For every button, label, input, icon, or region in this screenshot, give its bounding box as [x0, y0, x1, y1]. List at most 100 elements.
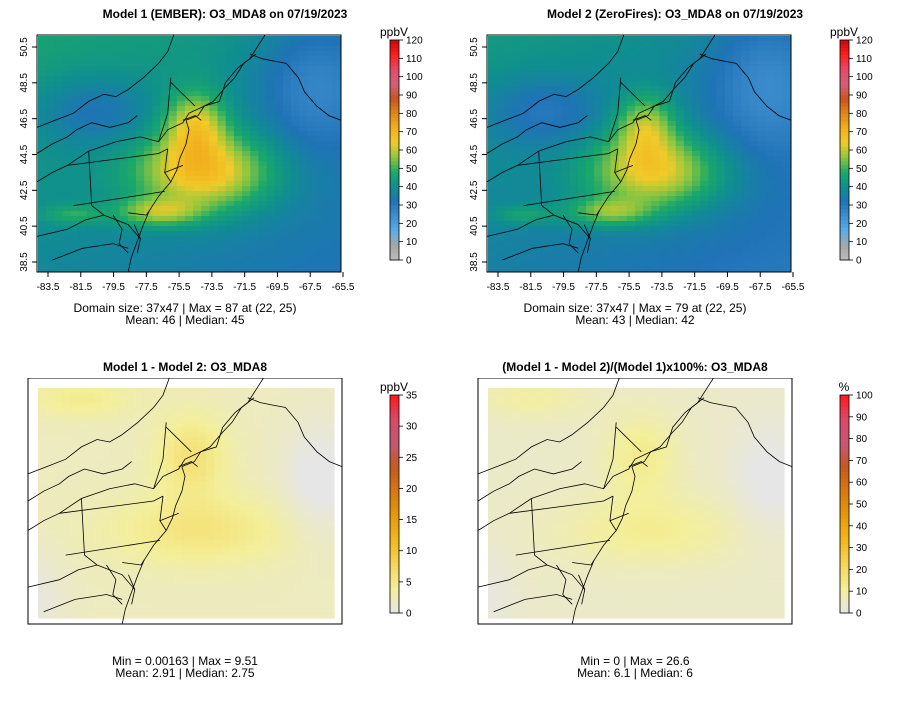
- grid-cell: [225, 146, 235, 152]
- grid-cell: [326, 456, 335, 462]
- grid-cell: [659, 116, 669, 122]
- grid-cell: [166, 388, 175, 394]
- grid-cell: [110, 485, 119, 492]
- map-svg: -83.5 -81.5 -79.5 -77.5 -75.5 -73.5 -71.5 -69.5…: [469, 25, 873, 293]
- grid-cell: [182, 515, 191, 521]
- grid-cell: [54, 427, 63, 433]
- grid-cell: [160, 141, 170, 147]
- grid-cell: [310, 539, 319, 546]
- grid-cell: [206, 539, 215, 546]
- grid-cell: [54, 231, 64, 237]
- grid-cell: [651, 56, 660, 62]
- grid-cell: [496, 221, 505, 227]
- grid-cell: [233, 106, 243, 112]
- legend-swatch: [840, 98, 849, 103]
- grid-cell: [238, 427, 247, 433]
- grid-cell: [250, 96, 259, 102]
- grid-cell: [659, 146, 669, 152]
- grid-cell: [168, 51, 178, 57]
- grid-cell: [634, 136, 644, 142]
- grid-cell: [282, 191, 292, 197]
- grid-cell: [675, 71, 685, 77]
- grid-cell: [545, 236, 554, 242]
- grid-cell: [160, 71, 170, 77]
- grid-cell: [152, 156, 162, 162]
- grid-cell: [266, 151, 276, 157]
- grid-cell: [667, 151, 677, 157]
- grid-cell: [585, 176, 595, 182]
- grid-cell: [225, 221, 235, 227]
- grid-cell: [302, 500, 311, 507]
- grid-cell: [190, 397, 199, 404]
- grid-cell: [270, 388, 279, 394]
- grid-cell: [634, 141, 644, 147]
- grid-cell: [326, 392, 335, 399]
- grid-cell: [103, 111, 113, 117]
- grid-cell: [134, 505, 143, 511]
- grid-cell: [724, 41, 734, 47]
- grid-cell: [643, 61, 652, 67]
- grid-cell: [54, 412, 63, 418]
- grid-cell: [111, 116, 121, 122]
- grid-cell: [144, 71, 153, 77]
- grid-cell: [659, 126, 669, 132]
- y-tick-label: 46.5: [469, 108, 480, 128]
- grid-cell: [302, 466, 311, 472]
- grid-cell: [634, 96, 644, 102]
- grid-cell: [266, 66, 276, 72]
- grid-cell: [291, 246, 300, 252]
- grid-cell: [302, 407, 311, 414]
- boundary-line: [486, 115, 588, 154]
- grid-cell: [291, 256, 300, 262]
- grid-cell: [233, 261, 243, 267]
- grid-cell: [331, 211, 341, 217]
- grid-cell: [692, 221, 701, 227]
- grid-cell: [152, 206, 162, 212]
- grid-cell: [749, 151, 758, 157]
- grid-cell: [127, 146, 137, 152]
- grid-cell: [716, 221, 726, 227]
- grid-cell: [732, 261, 742, 267]
- grid-cell: [683, 161, 693, 167]
- grid-cell: [569, 126, 579, 132]
- grid-cell: [488, 251, 497, 257]
- grid-cell: [118, 520, 127, 526]
- grid-cell: [626, 66, 636, 72]
- grid-cell: [184, 211, 194, 217]
- grid-cell: [700, 176, 709, 182]
- grid-cell: [528, 111, 538, 117]
- grid-cell: [238, 432, 247, 438]
- grid-cell: [78, 485, 87, 492]
- x-tick-label: -65.5: [782, 282, 805, 293]
- grid-cell: [166, 402, 175, 409]
- grid-cell: [258, 171, 268, 177]
- grid-cell: [70, 231, 80, 237]
- field-grid: [38, 36, 341, 272]
- grid-cell: [274, 256, 284, 262]
- grid-cell: [160, 116, 170, 122]
- grid-cell: [217, 56, 227, 62]
- grid-cell: [504, 201, 514, 207]
- grid-cell: [214, 505, 223, 511]
- grid-cell: [126, 432, 135, 438]
- grid-cell: [103, 191, 113, 197]
- grid-cell: [126, 525, 135, 531]
- grid-cell: [184, 231, 194, 237]
- grid-cell: [700, 81, 709, 87]
- grid-cell: [496, 206, 505, 212]
- grid-cell: [594, 251, 603, 257]
- grid-cell: [302, 539, 311, 546]
- grid-cell: [716, 116, 726, 122]
- grid-cell: [62, 111, 72, 117]
- grid-cell: [127, 96, 137, 102]
- grid-cell: [95, 186, 104, 192]
- grid-cell: [254, 461, 263, 467]
- grid-cell: [166, 461, 175, 467]
- grid-cell: [70, 476, 79, 482]
- grid-cell: [585, 131, 595, 137]
- grid-cell: [166, 500, 175, 507]
- legend-tick-label: 40: [856, 182, 868, 193]
- grid-cell: [315, 156, 325, 162]
- grid-cell: [166, 451, 175, 458]
- grid-cell: [683, 266, 693, 272]
